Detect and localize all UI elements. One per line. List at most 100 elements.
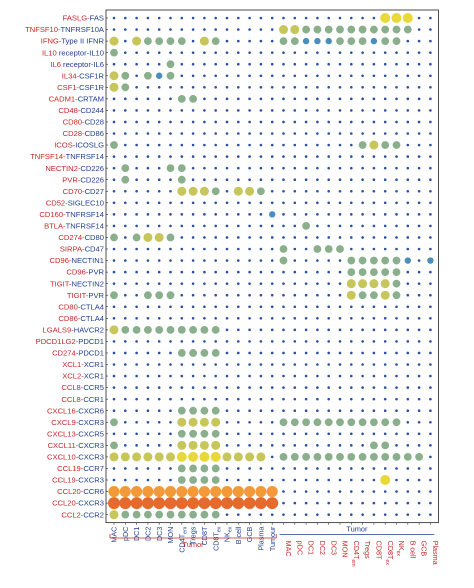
background-dot — [248, 513, 251, 516]
column-label-bottom: GCB — [420, 541, 429, 557]
background-dot — [395, 51, 398, 54]
background-dot — [417, 74, 421, 78]
column-label-bottom: B cell — [408, 541, 417, 559]
background-dot — [327, 166, 331, 170]
background-dot — [180, 270, 184, 274]
background-dot — [316, 501, 319, 505]
bubble — [369, 279, 379, 289]
background-dot — [270, 86, 274, 89]
bubble — [392, 268, 401, 276]
background-dot — [225, 363, 229, 366]
bubble — [279, 453, 288, 461]
background-dot — [112, 16, 116, 20]
background-dot — [225, 328, 229, 332]
column-label-main: CD4T — [177, 533, 186, 552]
background-dot — [304, 236, 308, 239]
background-dot — [214, 282, 217, 285]
background-dot — [316, 351, 319, 355]
row-label: CD80-CD28 — [63, 118, 104, 127]
background-dot — [361, 74, 364, 78]
row-label-ligand: CD70- — [63, 187, 85, 196]
background-dot — [395, 467, 398, 470]
row-label-receptor: Type II IFNR — [61, 37, 104, 46]
background-dot — [157, 467, 161, 470]
background-dot — [180, 16, 184, 20]
row-label: FASLG-FAS — [63, 14, 104, 23]
row-label: CXCL13-CXCR5 — [47, 429, 104, 438]
bubble — [155, 37, 164, 45]
background-dot — [157, 178, 161, 181]
background-dot — [417, 501, 421, 505]
background-dot — [135, 155, 138, 158]
background-dot — [304, 501, 308, 505]
background-dot — [135, 420, 138, 424]
background-dot — [372, 513, 376, 516]
bubble — [279, 256, 288, 265]
bubble — [370, 37, 378, 45]
background-dot — [259, 247, 263, 251]
background-dot — [327, 86, 331, 89]
background-dot — [361, 317, 364, 320]
bubble — [211, 440, 221, 450]
background-dot — [429, 74, 432, 78]
background-dot — [237, 340, 240, 343]
bubble — [108, 497, 120, 510]
background-dot — [282, 374, 285, 378]
row-label-ligand: CD274- — [58, 233, 85, 242]
background-dot — [417, 340, 421, 343]
background-dot — [237, 409, 240, 413]
row-label: NECTIN2-CD226 — [45, 164, 104, 173]
row-label: IFNG-Type II IFNR — [41, 37, 105, 46]
background-dot — [327, 293, 331, 297]
background-dot — [146, 132, 150, 135]
background-dot — [270, 467, 274, 470]
background-dot — [225, 293, 229, 297]
background-dot — [225, 351, 229, 355]
background-dot — [417, 397, 421, 401]
background-dot — [259, 386, 263, 389]
row-label: CD52-SIGLEC10 — [46, 198, 104, 207]
bubble — [121, 83, 130, 92]
row-label: CD160-TNFRSF14 — [39, 210, 104, 219]
background-dot — [293, 386, 297, 389]
background-dot — [237, 236, 240, 239]
row-label-receptor: XCR1 — [84, 360, 104, 369]
background-dot — [225, 305, 229, 309]
row-label-receptor: CD27 — [85, 187, 104, 196]
row-label-ligand: CD160- — [39, 210, 66, 219]
bubble — [313, 25, 322, 34]
background-dot — [395, 328, 398, 332]
background-dot — [214, 132, 217, 135]
column-label-bottom: CD8T — [375, 541, 384, 560]
bubble — [132, 233, 141, 242]
column-label-bottom: DC2 — [318, 541, 327, 555]
background-dot — [417, 28, 421, 31]
bubble — [164, 497, 177, 510]
background-dot — [259, 16, 263, 20]
row-label-ligand: CXCL9- — [51, 418, 78, 427]
background-dot — [112, 224, 116, 228]
row-label: XCL2-XCR1 — [62, 372, 104, 381]
background-dot — [395, 224, 398, 228]
background-dot — [282, 513, 285, 516]
row-label: CD86-CTLA4 — [58, 314, 104, 323]
bubble — [177, 417, 187, 427]
row-label-ligand: IFNG- — [41, 37, 62, 46]
bubble — [166, 452, 175, 462]
background-dot — [191, 51, 195, 54]
row-label: CXCL9-CXCR3 — [51, 418, 104, 427]
background-dot — [293, 166, 297, 170]
background-dot — [248, 270, 251, 274]
row-label-ligand: CXCL10- — [47, 453, 79, 462]
background-dot — [259, 224, 263, 228]
bubble — [314, 37, 321, 45]
background-dot — [372, 490, 376, 493]
row-label-receptor: CD244 — [80, 106, 104, 115]
bubble — [243, 497, 256, 510]
background-dot — [350, 351, 353, 355]
bubble — [391, 13, 402, 23]
background-dot — [304, 132, 308, 135]
background-dot — [395, 189, 398, 193]
background-dot — [135, 16, 138, 20]
column-label-main: CD8T — [386, 541, 395, 560]
